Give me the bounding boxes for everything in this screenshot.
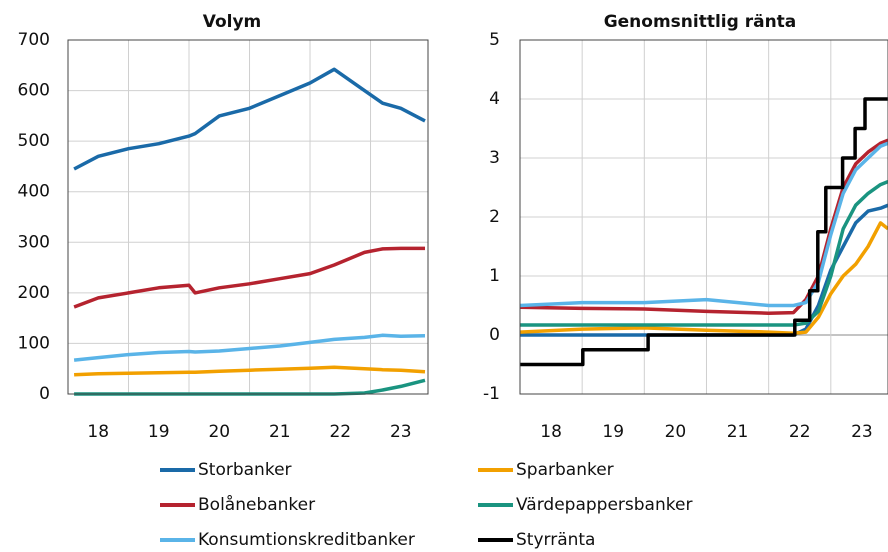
chart-title: Genomsnittlig ränta	[604, 12, 797, 32]
y-tick-label: 3	[489, 148, 500, 168]
x-tick-label: 21	[727, 422, 749, 442]
series-line	[520, 179, 888, 327]
legend-label: Konsumtionskreditbanker	[198, 530, 415, 550]
series-line	[519, 141, 888, 308]
x-tick-label: 23	[390, 422, 412, 442]
y-tick-label: 200	[18, 283, 50, 303]
y-tick-label: 400	[18, 182, 50, 202]
y-tick-label: -1	[483, 384, 500, 404]
chart-title: Volym	[203, 12, 262, 32]
x-tick-label: 20	[665, 422, 687, 442]
y-tick-label: 500	[18, 131, 50, 151]
y-tick-label: 5	[489, 30, 500, 50]
series-line	[73, 246, 425, 309]
y-tick-label: 100	[18, 333, 50, 353]
series-line	[73, 333, 426, 362]
y-tick-label: 700	[18, 30, 50, 50]
legend-label: Värdepappersbanker	[516, 495, 692, 515]
x-tick-label: 18	[87, 422, 109, 442]
x-tick-label: 20	[208, 422, 230, 442]
x-tick-label: 22	[789, 422, 811, 442]
y-tick-label: 300	[18, 232, 50, 252]
x-tick-label: 22	[329, 422, 351, 442]
y-tick-label: 0	[39, 384, 50, 404]
series-line	[74, 365, 426, 377]
x-tick-label: 21	[269, 422, 291, 442]
series-line	[73, 67, 426, 171]
legend-label: Styrränta	[516, 530, 595, 550]
y-tick-label: 600	[18, 81, 50, 101]
y-tick-label: 2	[489, 207, 500, 227]
y-tick-label: 1	[489, 266, 500, 286]
legend-label: Storbanker	[198, 460, 292, 480]
x-tick-label: 18	[540, 422, 562, 442]
series-line	[519, 138, 888, 315]
x-tick-label: 19	[602, 422, 624, 442]
plot-frame	[67, 39, 429, 395]
series-line	[519, 221, 888, 335]
plot-frame	[519, 39, 888, 395]
x-tick-label: 23	[851, 422, 873, 442]
y-tick-label: 4	[489, 89, 500, 109]
series-line	[520, 97, 888, 367]
x-tick-label: 19	[148, 422, 170, 442]
legend-label: Sparbanker	[516, 460, 614, 480]
legend-label: Bolånebanker	[198, 494, 315, 515]
y-tick-label: 0	[489, 325, 500, 345]
